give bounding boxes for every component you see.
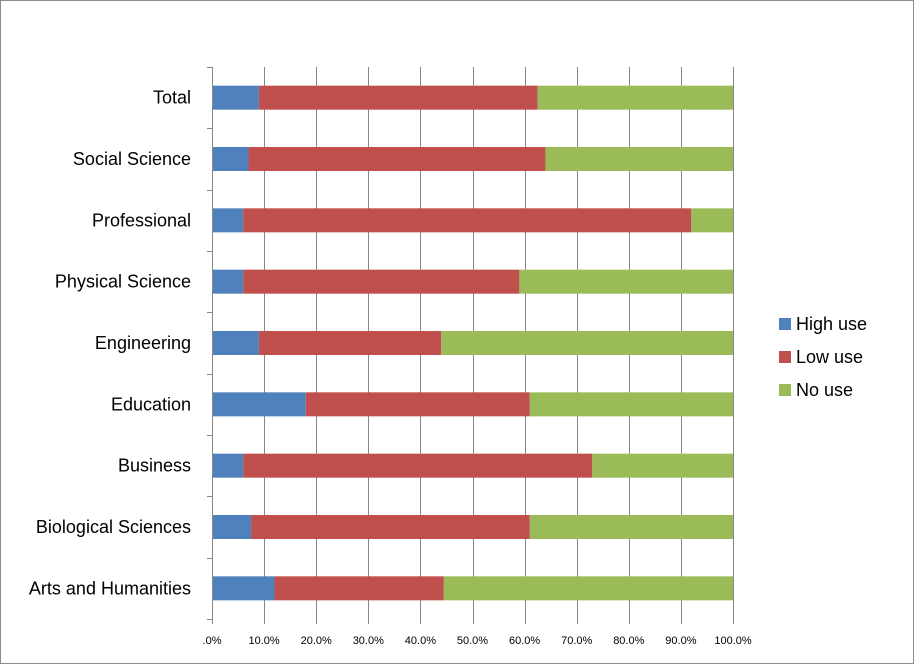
bar-arts-and-humanities-low-use <box>274 576 444 601</box>
category-label: Engineering <box>95 333 191 353</box>
bar-professional-high-use <box>212 208 244 233</box>
bar-arts-and-humanities-no-use <box>443 576 733 601</box>
category-label: Social Science <box>73 149 191 169</box>
bar-education-low-use <box>305 392 530 417</box>
x-tick-label: 100.0% <box>714 635 752 647</box>
category-labels: Total Social Science Professional Physical … <box>29 88 191 599</box>
bar-engineering-no-use <box>441 331 733 355</box>
x-tick-label: 10.0% <box>248 635 279 647</box>
legend-label: Low use <box>796 347 863 367</box>
bar-engineering-low-use <box>258 331 442 355</box>
bar-social-science-high-use <box>212 147 249 171</box>
x-tick-label: 90.0% <box>665 635 696 647</box>
bar-biological-sciences-no-use <box>529 515 733 539</box>
category-label: Professional <box>92 210 191 230</box>
bar-social-science-no-use <box>545 147 733 171</box>
bar-education-no-use <box>529 392 733 417</box>
category-label: Education <box>111 394 191 414</box>
category-label: Biological Sciences <box>36 517 191 537</box>
bar-total-low-use <box>258 85 538 110</box>
x-tick-label: .0% <box>203 635 222 647</box>
bar-arts-and-humanities-high-use <box>212 576 275 601</box>
legend-swatch-no-use <box>779 384 791 396</box>
category-label: Business <box>118 456 191 476</box>
bar-professional-low-use <box>243 208 692 233</box>
bars <box>212 85 733 601</box>
legend-swatch-low-use <box>779 351 791 363</box>
category-label: Arts and Humanities <box>29 578 191 598</box>
legend-label: High use <box>796 314 867 334</box>
bar-social-science-low-use <box>248 147 546 171</box>
bar-physical-science-low-use <box>243 269 520 294</box>
legend-swatch-high-use <box>779 318 791 330</box>
x-tick-label: 50.0% <box>457 635 488 647</box>
bar-engineering-high-use <box>212 331 259 355</box>
bar-physical-science-no-use <box>519 269 733 294</box>
x-tick-label: 80.0% <box>613 635 644 647</box>
bar-business-no-use <box>592 453 733 478</box>
x-tick-label: 30.0% <box>353 635 384 647</box>
bar-business-high-use <box>212 453 244 478</box>
legend-label: No use <box>796 380 853 400</box>
bar-biological-sciences-low-use <box>251 515 530 539</box>
bar-total-no-use <box>537 85 733 110</box>
legend: High use Low use No use <box>779 314 867 400</box>
bar-physical-science-high-use <box>212 269 244 294</box>
category-label: Total <box>153 88 191 108</box>
x-tick-labels: .0% 10.0% 20.0% 30.0% 40.0% 50.0% 60.0% 70.0% 80… <box>203 635 752 647</box>
x-tick-label: 40.0% <box>405 635 436 647</box>
x-tick-label: 20.0% <box>301 635 332 647</box>
category-label: Physical Science <box>55 272 191 292</box>
bar-professional-no-use <box>691 208 733 233</box>
x-tick-label: 60.0% <box>509 635 540 647</box>
x-tick-label: 70.0% <box>561 635 592 647</box>
axes <box>207 67 734 624</box>
bar-business-low-use <box>243 453 593 478</box>
bar-biological-sciences-high-use <box>212 515 252 539</box>
bar-total-high-use <box>212 85 259 110</box>
bar-education-high-use <box>212 392 306 417</box>
